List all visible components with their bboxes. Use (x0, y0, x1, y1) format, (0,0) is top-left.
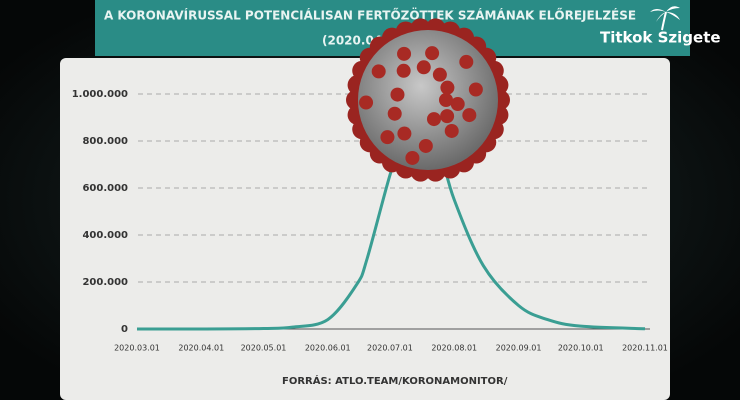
x-tick-label: 2020.06.01 (305, 344, 351, 353)
logo-icon (650, 6, 680, 31)
virus-spike (371, 64, 386, 79)
y-tick-label: 200.000 (82, 277, 128, 288)
virus-spike (450, 97, 465, 112)
virus-spike (440, 109, 455, 124)
virus-spike (418, 138, 433, 153)
virus-spike (396, 63, 411, 78)
x-tick-label: 2020.08.01 (431, 344, 477, 353)
x-tick-label: 2020.05.01 (241, 344, 287, 353)
virus-spike (397, 126, 412, 141)
chart-subtitle: (2020.04 (322, 34, 382, 48)
virus-spike (426, 112, 441, 127)
x-tick-label: 2020.07.01 (367, 344, 413, 353)
y-tick-label: 600.000 (82, 183, 128, 194)
virus-spike (416, 60, 431, 75)
virus-spike (462, 108, 477, 123)
logo: Titkok Szigete (600, 29, 721, 47)
virus-spike (380, 130, 395, 145)
x-tick-label: 2020.10.01 (558, 344, 604, 353)
x-tick-label: 2020.04.01 (178, 344, 224, 353)
virus-spike (390, 87, 405, 102)
y-tick-label: 0 (121, 324, 128, 335)
chart-title: A KORONAVÍRUSSAL POTENCIÁLISAN FERTŐZÖTT… (104, 8, 636, 23)
y-tick-label: 800.000 (82, 136, 128, 147)
virus-spike (425, 46, 440, 61)
virus-spike (439, 93, 453, 107)
source: FORRÁS: ATLO.TEAM/KORONAMONITOR/ (282, 374, 508, 387)
virus-spike (468, 82, 483, 97)
virus-spike (405, 150, 420, 165)
y-tick-label: 400.000 (82, 230, 128, 241)
plot: 0 200.000 400.000 600.000 800.000 1.000.000 20… (72, 89, 668, 353)
virus-spike (397, 46, 412, 61)
y-tick-label: 1.000.000 (72, 89, 128, 100)
virus-spike (459, 54, 474, 69)
virus-spike (359, 95, 374, 110)
virus-image (346, 18, 510, 182)
virus-spike (387, 106, 402, 121)
virus-spike (432, 67, 447, 82)
chart-panel (60, 58, 670, 400)
virus-spike (440, 80, 455, 95)
virus-spike (444, 123, 459, 138)
x-tick-label: 2020.09.01 (496, 344, 542, 353)
x-tick-label: 2020.03.01 (114, 344, 160, 353)
x-tick-label: 2020.11.01 (622, 344, 668, 353)
